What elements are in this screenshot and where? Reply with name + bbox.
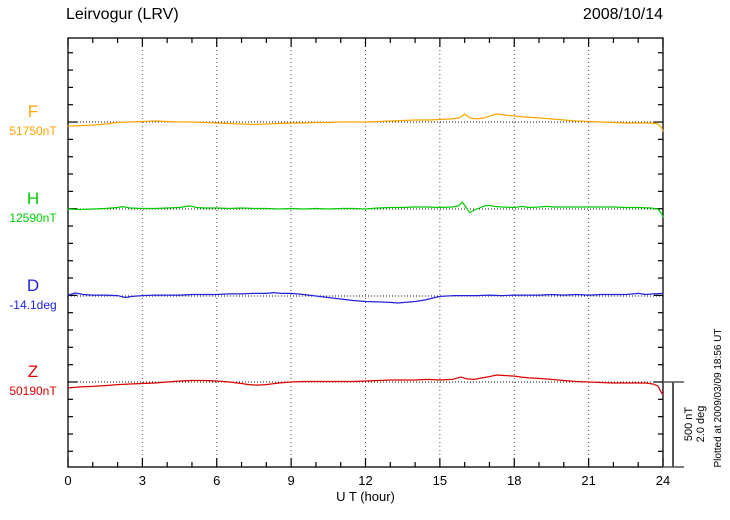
gridlines [141,38,590,467]
series-value-Z: 50190nT [9,384,57,398]
series-label-H: H 12590nT [2,190,64,225]
series-letter-H: H [26,189,40,208]
svg-text:6: 6 [213,473,220,488]
page-title: Leirvogur (LRV) [66,6,179,23]
axis-ticks [67,38,664,467]
plot-frame [67,37,664,468]
svg-text:12: 12 [358,473,372,488]
x-tick-labels: 0 3 6 9 12 15 18 21 24 [64,473,670,488]
trace-H [67,201,664,218]
trace-D [67,292,664,304]
series-letter-D: D [26,276,40,295]
series-value-H: 12590nT [9,211,57,225]
plotted-at-note: Plotted at 2009/03/09 18:56 UT [713,329,724,468]
svg-text:9: 9 [288,473,295,488]
trace-Z [67,374,664,396]
svg-text:3: 3 [139,473,146,488]
svg-text:21: 21 [581,473,595,488]
scale-bar-label: 500 nT [683,407,695,442]
scale-bar-label: 2.0 deg [695,406,707,443]
svg-text:18: 18 [507,473,521,488]
series-letter-Z: Z [27,362,39,381]
trace-F [67,113,664,132]
date-label: 2008/10/14 [582,6,663,23]
svg-text:24: 24 [656,473,670,488]
series-label-D: D -14.1deg [2,277,64,312]
series-value-F: 51750nT [9,124,57,138]
series-value-D: -14.1deg [9,298,57,312]
series-label-Z: Z 50190nT [2,363,64,398]
scale-bar [664,381,684,468]
svg-text:0: 0 [64,473,71,488]
series-letter-F: F [27,102,39,121]
svg-text:15: 15 [433,473,447,488]
series-label-F: F 51750nT [2,103,64,138]
x-axis-label: U T (hour) [336,489,395,504]
